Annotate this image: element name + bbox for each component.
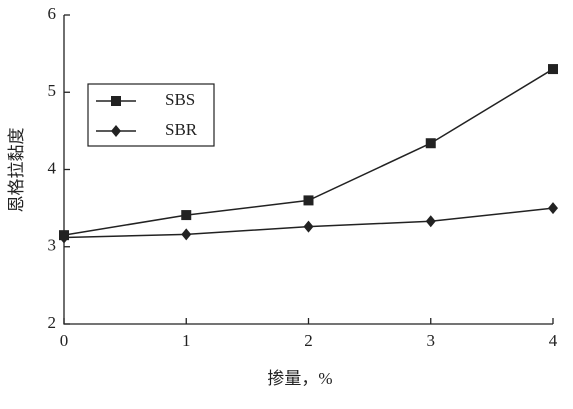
y-tick-label: 6 — [48, 4, 57, 23]
x-tick-label: 4 — [549, 331, 558, 350]
axes — [63, 15, 553, 325]
y-tick-label: 3 — [48, 236, 57, 255]
marker — [425, 138, 436, 149]
marker — [303, 195, 314, 206]
marker — [548, 202, 558, 215]
marker — [59, 231, 69, 244]
x-tick-label: 2 — [304, 331, 313, 350]
y-tick-label: 4 — [48, 158, 57, 177]
marker — [111, 125, 121, 137]
x-tick-label: 0 — [60, 331, 69, 350]
marker — [425, 215, 436, 228]
y-axis-label: 恩格拉黏度 — [7, 128, 26, 213]
legend-label: SBS — [165, 90, 195, 109]
marker — [181, 210, 192, 221]
x-axis-label: 掺量，% — [267, 369, 332, 388]
legend-box — [87, 83, 215, 147]
marker — [181, 228, 192, 241]
x-tick-label: 1 — [182, 331, 191, 350]
marker — [111, 96, 121, 106]
x-tick-label: 3 — [427, 331, 436, 350]
legend-label: SBR — [165, 120, 198, 139]
marker — [303, 220, 314, 233]
y-tick-label: 2 — [48, 313, 57, 332]
y-tick-label: 5 — [48, 81, 57, 100]
marker — [548, 64, 558, 75]
